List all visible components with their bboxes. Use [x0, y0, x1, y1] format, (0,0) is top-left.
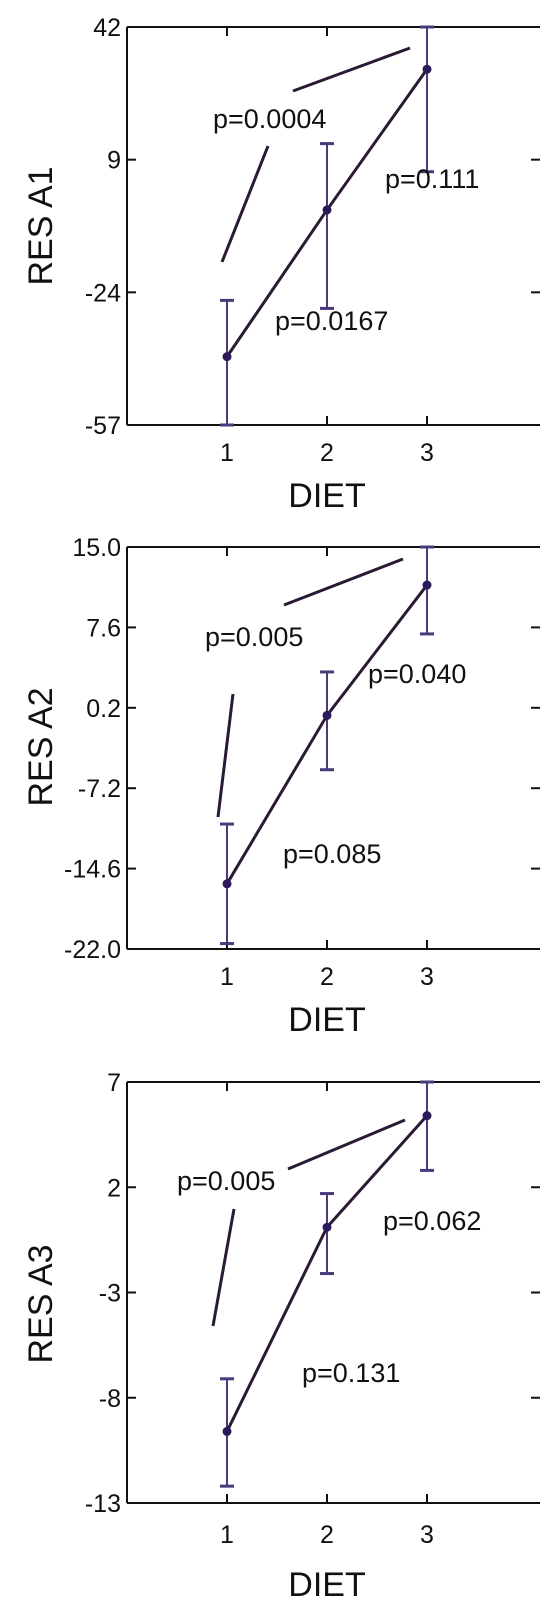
- data-point: [422, 580, 432, 590]
- comparison-line: [220, 145, 270, 263]
- y-tick-label: -14.6: [64, 856, 121, 884]
- x-tick-label: 2: [320, 1521, 334, 1549]
- y-tick-label: -7.2: [78, 775, 121, 803]
- y-tick-label: 0.2: [86, 695, 121, 723]
- series: [220, 1080, 434, 1488]
- annotation-p-1: p=0.005: [177, 1166, 275, 1196]
- annotation-p-1: p=0.0004: [213, 104, 326, 134]
- data-point: [222, 352, 232, 362]
- bracket-lines: [211, 1118, 406, 1327]
- x-ticks: 1 2 3: [220, 547, 434, 991]
- annotation-p-1: p=0.005: [205, 622, 303, 652]
- x-tick-label: 2: [320, 963, 334, 991]
- x-tick-label: 2: [320, 439, 334, 467]
- x-tick-label: 3: [420, 963, 434, 991]
- y-axis-label: RES A3: [22, 1244, 60, 1363]
- bracket-lines: [220, 46, 411, 263]
- chart-2-svg: 15.0 7.6 0.2 -7.2 -14.6 -22.0 1 2 3 RES A2 DIET…: [22, 534, 540, 1039]
- chart-panel-3: 7 2 -3 -8 -13 1 2 3 RES A3 DIET p=0.005 p=0.06…: [0, 1060, 544, 1619]
- bracket-lines: [216, 557, 404, 818]
- data-point: [422, 1111, 432, 1121]
- data-point: [322, 205, 332, 215]
- annotation-p-2: p=0.040: [368, 659, 466, 689]
- plot-frame: [126, 1081, 540, 1504]
- chart-panel-2: 15.0 7.6 0.2 -7.2 -14.6 -22.0 1 2 3 RES A2 DIET…: [0, 525, 544, 1060]
- data-point: [222, 879, 232, 889]
- y-tick-label: -8: [99, 1385, 121, 1413]
- y-tick-label: -24: [85, 279, 121, 307]
- y-tick-label: 42: [93, 14, 121, 42]
- y-tick-label: 7.6: [86, 614, 121, 642]
- chart-1-svg: 42 9 -24 -57 1 2 3 RES A1 DIET p=0.0004 p=0.1…: [22, 14, 540, 515]
- x-tick-label: 1: [220, 963, 234, 991]
- y-axis-label: RES A2: [22, 687, 60, 806]
- annotation-p-2: p=0.062: [383, 1206, 481, 1236]
- data-point: [322, 710, 332, 720]
- y-ticks: 7 2 -3 -8 -13: [85, 1069, 540, 1518]
- y-tick-label: -22.0: [64, 936, 121, 964]
- x-axis-label: DIET: [288, 1001, 365, 1039]
- x-tick-label: 3: [420, 439, 434, 467]
- comparison-line: [211, 1208, 236, 1327]
- comparison-line: [283, 557, 404, 607]
- data-point: [322, 1222, 332, 1232]
- comparison-line: [292, 46, 411, 93]
- comparison-line: [287, 1118, 406, 1171]
- annotation-p-3: p=0.085: [283, 839, 381, 869]
- x-tick-label: 1: [220, 1521, 234, 1549]
- y-tick-label: -3: [99, 1280, 121, 1308]
- plot-frame: [126, 26, 540, 426]
- annotation-p-3: p=0.0167: [275, 306, 388, 336]
- y-tick-label: -13: [85, 1490, 121, 1518]
- annotation-p-2: p=0.111: [385, 164, 479, 194]
- x-tick-label: 3: [420, 1521, 434, 1549]
- y-tick-label: 2: [107, 1174, 121, 1202]
- series: [220, 25, 434, 427]
- plot-frame: [126, 546, 540, 950]
- y-ticks: 42 9 -24 -57: [85, 14, 540, 440]
- y-axis-label: RES A1: [22, 166, 60, 285]
- chart-3-svg: 7 2 -3 -8 -13 1 2 3 RES A3 DIET p=0.005 p=0.06…: [22, 1069, 540, 1604]
- y-tick-label: 9: [107, 147, 121, 175]
- annotation-p-3: p=0.131: [302, 1358, 400, 1388]
- x-axis-label: DIET: [288, 1566, 365, 1604]
- data-point: [222, 1426, 232, 1436]
- comparison-line: [216, 693, 235, 818]
- x-ticks: 1 2 3: [220, 1082, 434, 1549]
- y-ticks: 15.0 7.6 0.2 -7.2 -14.6 -22.0: [64, 534, 540, 964]
- x-tick-label: 1: [220, 439, 234, 467]
- chart-panel-1: 42 9 -24 -57 1 2 3 RES A1 DIET p=0.0004 p=0.1…: [0, 0, 544, 525]
- data-point: [422, 64, 432, 74]
- x-axis-label: DIET: [288, 477, 365, 515]
- series: [220, 545, 434, 946]
- y-tick-label: 7: [107, 1069, 121, 1097]
- y-tick-label: -57: [85, 412, 121, 440]
- y-tick-label: 15.0: [72, 534, 121, 562]
